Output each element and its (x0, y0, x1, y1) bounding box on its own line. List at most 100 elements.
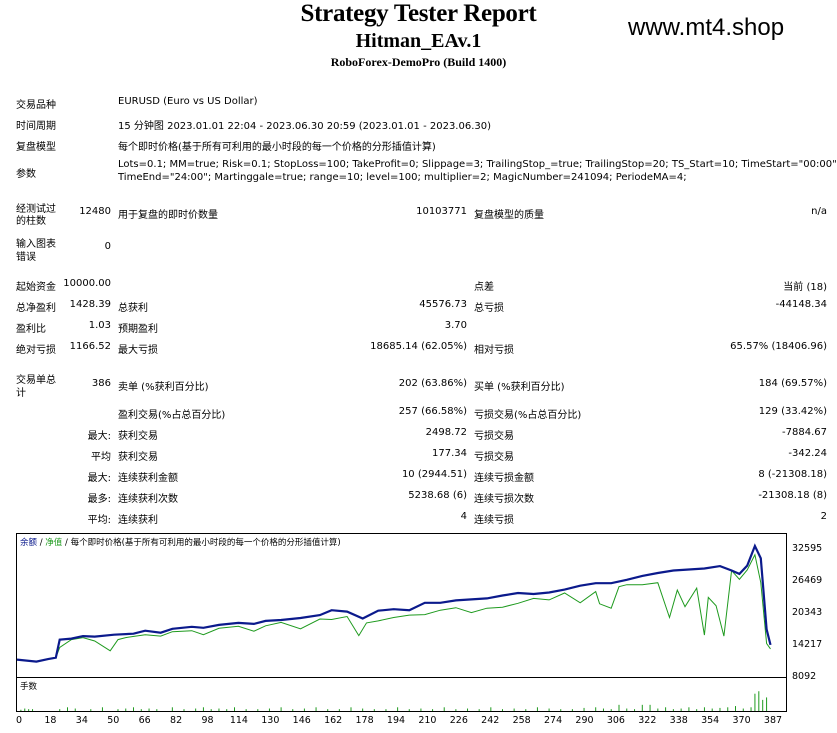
maxcons-loss-value: 8 (-21308.18) (758, 469, 827, 480)
symbol-label: 交易品种 (16, 100, 56, 111)
maxconsum-label: 最多: (87, 494, 111, 505)
x-tick-label: 18 (44, 715, 56, 726)
y-tick-label: 8092 (792, 671, 816, 682)
x-tick-label: 354 (701, 715, 719, 726)
average-profit-label: 获利交易 (118, 452, 158, 463)
maxconsum-loss-label: 连续亏损次数 (474, 494, 534, 505)
period-value: 15 分钟图 2023.01.01 22:04 - 2023.06.30 20:… (118, 121, 492, 132)
x-tick-label: 370 (733, 715, 751, 726)
trades-label-2: 计 (16, 388, 26, 399)
trades-label-1: 交易单总 (16, 375, 56, 386)
x-tick-label: 0 (16, 715, 22, 726)
avgcons-win-value: 4 (460, 511, 467, 522)
largest-label: 最大: (87, 431, 111, 442)
params-line-2: TimeEnd="24:00"; Martinggale=true; range… (118, 172, 687, 183)
volume-label: 手数 (20, 682, 38, 692)
x-tick-label: 34 (76, 715, 88, 726)
short-label: 卖单 (%获利百分比) (118, 382, 209, 393)
largest-profit-label: 获利交易 (118, 431, 158, 442)
maxconsum-win-value: 5238.68 (6) (408, 490, 467, 501)
spread-value: 当前 (18) (783, 282, 827, 293)
x-tick-label: 274 (544, 715, 562, 726)
maxdd-label: 最大亏损 (118, 345, 158, 356)
y-tick-label: 32595 (792, 543, 822, 554)
x-tick-label: 178 (356, 715, 374, 726)
errors-value: 0 (104, 241, 111, 252)
y-tick-label: 20343 (792, 607, 822, 618)
deposit-value: 10000.00 (63, 278, 111, 289)
short-value: 202 (63.86%) (398, 378, 467, 389)
errors-label-1: 输入图表 (16, 239, 56, 250)
x-tick-label: 162 (324, 715, 342, 726)
maxconsum-loss-value: -21308.18 (8) (758, 490, 827, 501)
maxdd-value: 18685.14 (62.05%) (370, 341, 467, 352)
x-tick-label: 50 (107, 715, 119, 726)
spread-label: 点差 (474, 282, 494, 293)
average-loss-value: -342.24 (788, 448, 827, 459)
pf-label: 盈利比 (16, 324, 46, 335)
x-tick-label: 226 (450, 715, 468, 726)
avgcons-win-label: 连续获利 (118, 515, 158, 526)
avgcons-label: 平均: (87, 515, 111, 526)
params-label: 参数 (16, 169, 36, 180)
x-tick-label: 82 (170, 715, 182, 726)
x-tick-label: 98 (201, 715, 213, 726)
report-title: Strategy Tester Report (300, 0, 537, 27)
losstrades-value: 129 (33.42%) (758, 406, 827, 417)
absdd-label: 绝对亏损 (16, 345, 56, 356)
pf-value: 1.03 (88, 320, 111, 331)
x-tick-label: 130 (261, 715, 279, 726)
x-tick-label: 210 (418, 715, 436, 726)
average-profit-value: 177.34 (432, 448, 467, 459)
model-label: 复盘模型 (16, 142, 56, 153)
legend-model-text: 每个即时价格(基于所有可利用的最小时段的每一个价格的分形插值计算) (70, 538, 341, 548)
chart-legend: 余额 / 净值 / 每个即时价格(基于所有可利用的最小时段的每一个价格的分形插值… (20, 538, 341, 548)
x-tick-label: 66 (139, 715, 151, 726)
ea-name: Hitman_EAv.1 (355, 30, 482, 52)
absdd-value: 1166.52 (69, 341, 111, 352)
netprofit-label: 总净盈利 (16, 303, 56, 314)
reldd-label: 相对亏损 (474, 345, 514, 356)
server-name: RoboForex-DemoPro (Build 1400) (330, 55, 507, 69)
balance-series-line (16, 543, 772, 663)
profittrades-label: 盈利交易(%占总百分比) (118, 410, 226, 421)
average-label: 平均 (91, 452, 111, 463)
x-tick-label: 242 (481, 715, 499, 726)
avgcons-loss-label: 连续亏损 (474, 515, 514, 526)
long-label: 买单 (%获利百分比) (474, 382, 565, 393)
average-loss-label: 亏损交易 (474, 452, 514, 463)
ticks-label: 用于复盘的即时价数量 (118, 210, 218, 221)
long-value: 184 (69.57%) (758, 378, 827, 389)
payoff-label: 预期盈利 (118, 324, 158, 335)
deposit-label: 起始资金 (16, 282, 56, 293)
x-tick-label: 306 (607, 715, 625, 726)
bars-label-2: 的柱数 (16, 216, 46, 227)
quality-value: n/a (811, 206, 827, 217)
legend-equity: 净值 (45, 538, 63, 548)
netprofit-value: 1428.39 (69, 299, 111, 310)
x-tick-label: 114 (230, 715, 248, 726)
x-tick-label: 194 (387, 715, 405, 726)
maxcons-win-label: 连续获利金额 (118, 473, 178, 484)
model-value: 每个即时价格(基于所有可利用的最小时段的每一个价格的分形插值计算) (118, 142, 436, 153)
grossloss-label: 总亏损 (474, 303, 504, 314)
y-tick-label: 14217 (792, 639, 822, 650)
bars-value: 12480 (79, 206, 111, 217)
maxcons-loss-label: 连续亏损金额 (474, 473, 534, 484)
errors-label-2: 错误 (16, 252, 36, 263)
x-tick-label: 322 (638, 715, 656, 726)
avgcons-loss-value: 2 (820, 511, 827, 522)
watermark: www.mt4.shop (628, 14, 785, 41)
x-tick-label: 387 (764, 715, 782, 726)
grossprofit-label: 总获利 (118, 303, 148, 314)
bars-label-1: 经测试过 (16, 204, 56, 215)
y-tick-label: 26469 (792, 575, 822, 586)
ticks-value: 10103771 (416, 206, 467, 217)
legend-balance: 余额 (20, 538, 38, 548)
payoff-value: 3.70 (444, 320, 467, 331)
quality-label: 复盘模型的质量 (474, 210, 544, 221)
maxcons-label: 最大: (87, 473, 111, 484)
symbol-value: EURUSD (Euro vs US Dollar) (118, 96, 258, 107)
x-tick-label: 146 (293, 715, 311, 726)
